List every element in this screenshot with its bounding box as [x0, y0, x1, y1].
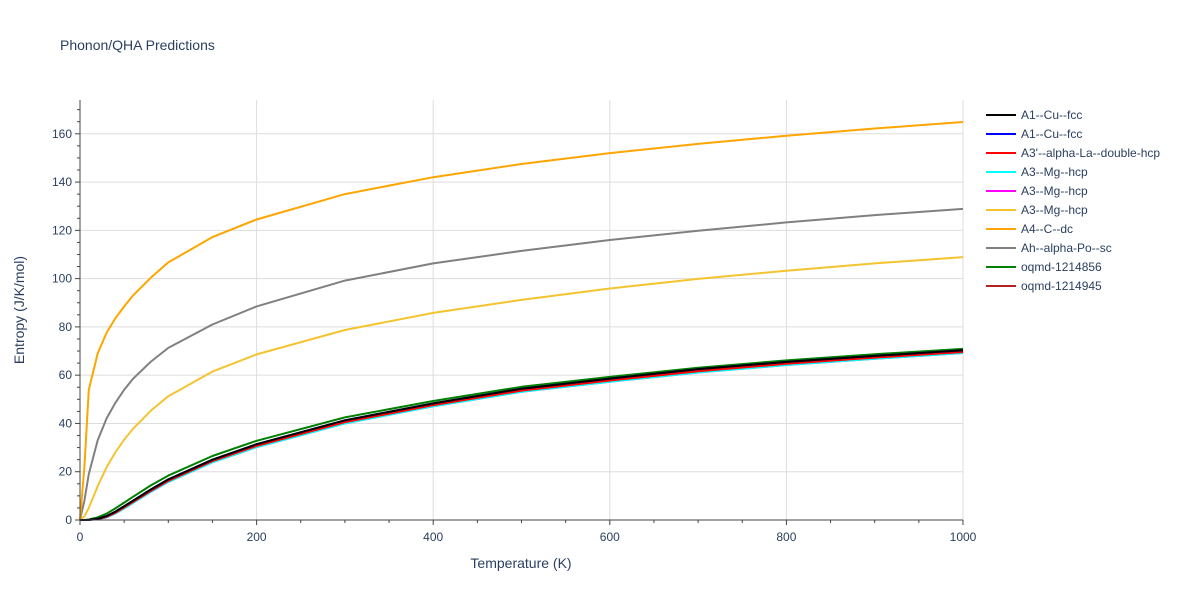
series-line-4 — [80, 352, 964, 521]
x-tick-label: 600 — [600, 530, 620, 544]
series-line-5 — [79, 256, 964, 521]
x-tick-label: 1000 — [950, 530, 977, 544]
legend-label: Ah--alpha-Po--sc — [1021, 241, 1112, 255]
axes: 0 200 400 600 800 1000 0 20 40 60 80 100 120 140 160 — [52, 100, 977, 544]
legend-label: A3--Mg--hcp — [1021, 203, 1088, 217]
series-line-7 — [79, 207, 964, 521]
x-tick-label: 400 — [423, 530, 443, 544]
series-line-3 — [80, 352, 964, 521]
legend: A1--Cu--fcc A1--Cu--fcc A3'--alpha-La--dou… — [986, 108, 1160, 293]
legend-label: A3--Mg--hcp — [1021, 184, 1088, 198]
legend-label: A1--Cu--fcc — [1021, 127, 1082, 141]
x-tick-label: 0 — [77, 530, 84, 544]
series-line-2 — [80, 351, 964, 521]
series-lines — [79, 121, 964, 521]
legend-label: oqmd-1214856 — [1021, 260, 1102, 274]
y-axis-title: Entropy (J/K/mol) — [11, 256, 27, 364]
series-line-0 — [80, 349, 964, 521]
x-tick-label: 200 — [247, 530, 267, 544]
y-tick-label: 80 — [59, 320, 73, 334]
x-tick-label: 800 — [776, 530, 796, 544]
y-tick-label: 0 — [65, 513, 72, 527]
legend-label: A3'--alpha-La--double-hcp — [1021, 146, 1160, 160]
chart-title: Phonon/QHA Predictions — [60, 37, 215, 53]
x-axis-title: Temperature (K) — [470, 555, 571, 571]
legend-label: A1--Cu--fcc — [1021, 108, 1082, 122]
series-line-6 — [79, 121, 964, 521]
series-line-9 — [80, 350, 964, 521]
legend-label: A3--Mg--hcp — [1021, 165, 1088, 179]
y-tick-label: 140 — [52, 175, 72, 189]
y-tick-label: 120 — [52, 223, 72, 237]
legend-label: oqmd-1214945 — [1021, 279, 1102, 293]
y-tick-label: 160 — [52, 127, 72, 141]
y-tick-label: 40 — [59, 416, 73, 430]
y-tick-label: 100 — [52, 272, 72, 286]
y-tick-label: 20 — [59, 465, 73, 479]
series-line-8 — [80, 347, 964, 521]
y-tick-label: 60 — [59, 368, 73, 382]
series-line-1 — [80, 349, 964, 521]
legend-label: A4--C--dc — [1021, 222, 1073, 236]
